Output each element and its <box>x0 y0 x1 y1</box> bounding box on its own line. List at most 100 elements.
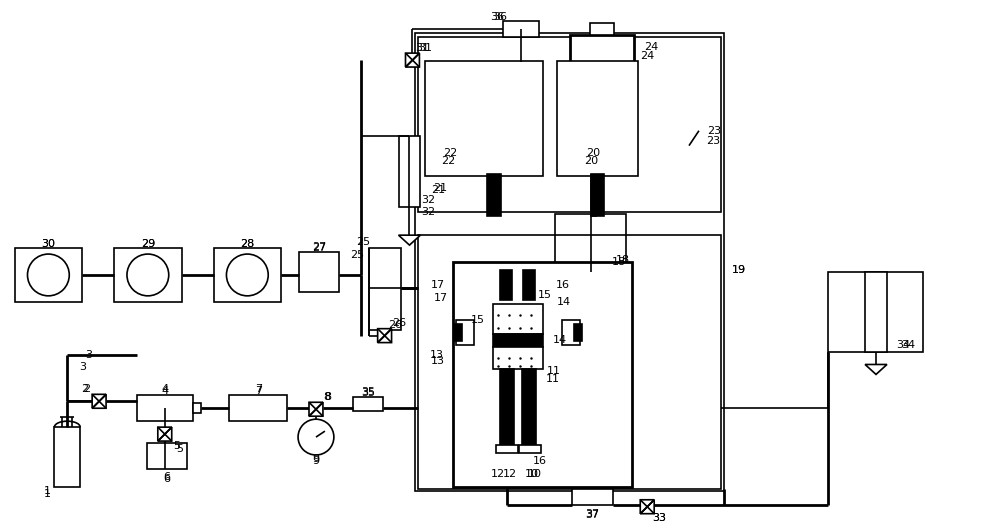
Bar <box>574 324 582 341</box>
Bar <box>299 252 339 292</box>
Text: 19: 19 <box>732 265 746 275</box>
Bar <box>557 61 638 176</box>
Text: 11: 11 <box>547 366 561 376</box>
Text: 33: 33 <box>652 513 666 523</box>
Text: 26: 26 <box>388 320 403 330</box>
Bar <box>590 23 614 35</box>
Bar <box>54 427 80 487</box>
Text: 15: 15 <box>471 315 485 325</box>
Text: 16: 16 <box>533 456 547 466</box>
Text: 7: 7 <box>255 384 262 394</box>
Bar <box>500 270 512 300</box>
Text: 4: 4 <box>161 386 168 396</box>
Text: 35: 35 <box>361 388 375 399</box>
Bar <box>399 136 420 207</box>
Bar <box>418 235 721 489</box>
Polygon shape <box>865 365 887 374</box>
Bar <box>454 324 462 341</box>
Circle shape <box>27 254 69 296</box>
Text: 30: 30 <box>41 239 55 249</box>
Polygon shape <box>640 500 654 514</box>
Bar <box>562 320 580 344</box>
Bar <box>193 403 201 413</box>
Circle shape <box>226 254 268 296</box>
Polygon shape <box>158 427 172 441</box>
Polygon shape <box>158 427 172 441</box>
Text: 10: 10 <box>525 469 539 479</box>
Polygon shape <box>405 53 419 67</box>
Text: 12: 12 <box>491 469 505 479</box>
Text: 3: 3 <box>86 349 93 359</box>
Bar <box>418 37 721 213</box>
Bar <box>369 248 401 330</box>
Text: 21: 21 <box>433 183 447 193</box>
Bar <box>519 445 541 453</box>
Text: 22: 22 <box>443 147 457 157</box>
Text: 2: 2 <box>84 384 91 394</box>
Text: 13: 13 <box>429 349 443 359</box>
Bar <box>137 395 193 421</box>
Text: 6: 6 <box>163 474 170 484</box>
Bar <box>493 304 543 334</box>
Bar <box>522 369 536 447</box>
Text: 33: 33 <box>652 513 666 523</box>
Polygon shape <box>92 394 106 408</box>
Bar <box>147 443 187 469</box>
Bar <box>591 174 604 216</box>
Text: 6: 6 <box>163 472 170 482</box>
Bar <box>828 272 923 351</box>
Bar <box>214 248 281 302</box>
Bar <box>425 61 543 176</box>
Text: 1: 1 <box>44 486 51 496</box>
Bar <box>555 214 626 272</box>
Bar <box>496 445 518 453</box>
Text: 31: 31 <box>418 43 432 53</box>
Text: 3: 3 <box>79 363 86 373</box>
Bar <box>523 270 535 300</box>
Text: 8: 8 <box>323 392 330 402</box>
Polygon shape <box>309 402 323 416</box>
Text: 20: 20 <box>586 147 601 157</box>
Polygon shape <box>378 329 392 342</box>
Bar <box>353 398 383 411</box>
Text: 25: 25 <box>356 237 370 247</box>
Text: 32: 32 <box>421 196 435 205</box>
Text: 27: 27 <box>312 243 326 253</box>
Text: 21: 21 <box>431 186 445 196</box>
Text: 28: 28 <box>240 239 254 249</box>
Text: 31: 31 <box>415 43 429 53</box>
Text: 24: 24 <box>640 51 654 61</box>
Bar <box>570 35 634 67</box>
Text: 35: 35 <box>361 387 375 398</box>
Text: 9: 9 <box>312 454 320 464</box>
Text: 18: 18 <box>612 257 626 267</box>
Bar <box>503 21 539 37</box>
Polygon shape <box>309 402 323 416</box>
Polygon shape <box>92 394 106 408</box>
Text: 28: 28 <box>240 239 254 249</box>
Text: 37: 37 <box>585 509 600 519</box>
Text: 32: 32 <box>421 207 435 217</box>
Bar <box>493 347 543 369</box>
Text: 37: 37 <box>585 510 600 520</box>
Text: 13: 13 <box>430 357 444 366</box>
Bar <box>572 489 613 505</box>
Text: 14: 14 <box>553 334 567 344</box>
Polygon shape <box>405 53 419 67</box>
Bar <box>500 369 514 447</box>
Bar <box>114 248 182 302</box>
Text: 30: 30 <box>41 239 55 249</box>
Text: 12: 12 <box>503 469 517 479</box>
Text: 8: 8 <box>324 392 331 402</box>
Text: 23: 23 <box>706 136 720 146</box>
Bar <box>865 272 887 351</box>
Bar <box>456 320 474 344</box>
Bar <box>487 174 501 216</box>
Circle shape <box>298 419 334 455</box>
Text: 1: 1 <box>44 489 51 499</box>
Bar <box>229 395 287 421</box>
Text: 4: 4 <box>161 384 168 394</box>
Text: 24: 24 <box>644 42 658 52</box>
Bar <box>415 33 724 491</box>
Circle shape <box>127 254 169 296</box>
